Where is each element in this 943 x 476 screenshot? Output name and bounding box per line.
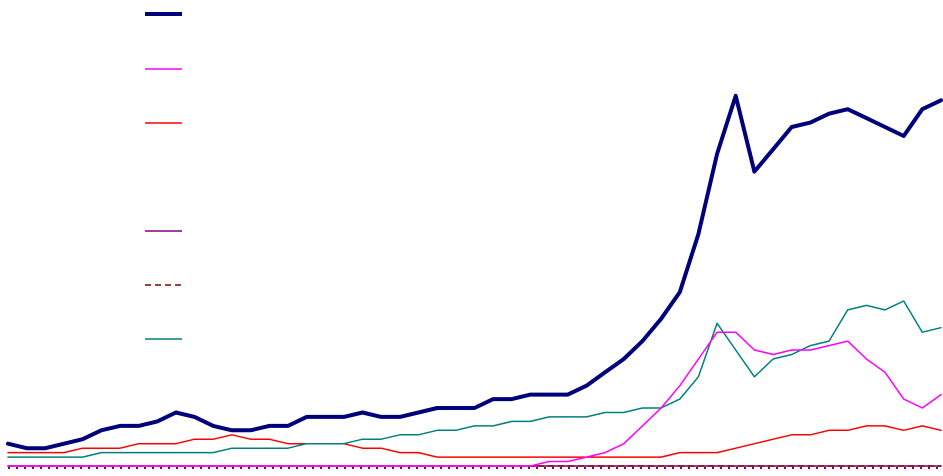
series-line-1 — [6, 93, 943, 451]
plot-area — [6, 93, 943, 467]
series-line-6 — [7, 300, 942, 458]
series-line-2 — [7, 331, 942, 467]
legend — [145, 12, 182, 340]
series-line-3 — [7, 425, 942, 458]
